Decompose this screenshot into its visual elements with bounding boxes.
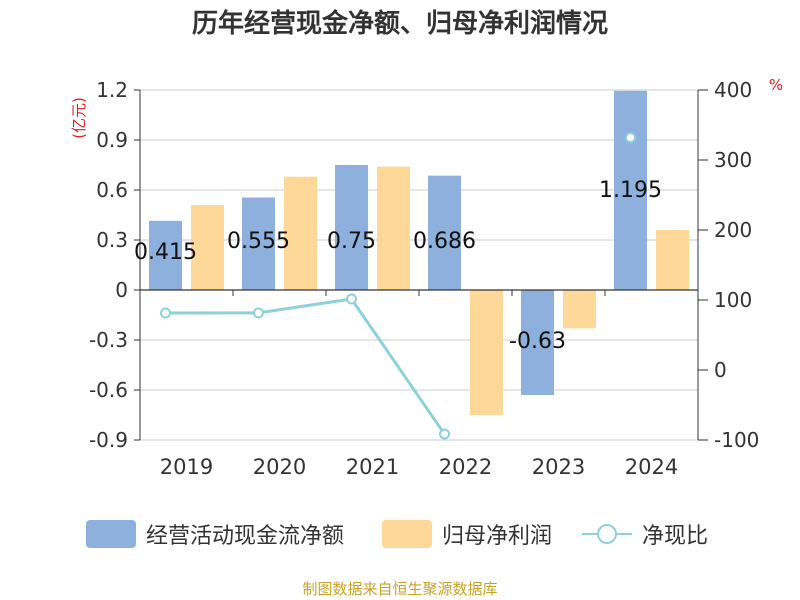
left-axis-tick-label: 0.6 [96, 178, 128, 202]
x-axis-label-2019: 2019 [160, 455, 213, 479]
legend-label-ratio: 净现比 [642, 524, 708, 549]
data-labels: 0.415 0.555 0.75 0.686 -0.63 1.195 [134, 178, 662, 354]
bar-netprofit-2020 [284, 176, 317, 290]
bar-netprofit-2019 [191, 205, 224, 290]
bar-cashflow-2020 [242, 197, 275, 290]
legend-swatch-cashflow [86, 520, 136, 548]
x-axis-label-2020: 2020 [253, 455, 306, 479]
x-axis-label-2024: 2024 [625, 455, 678, 479]
data-label-cashflow-2020: 0.555 [227, 229, 290, 254]
right-axis-unit: % [769, 76, 783, 94]
data-label-cashflow-2023: -0.63 [509, 329, 566, 354]
left-axis-tick-label: 0 [115, 278, 128, 302]
ratio-line-segment [165, 297, 446, 435]
axes: 1.2 0.9 0.6 0.3 0 -0.3 -0.6 -0.9 400 300 200 100 0 -1… [89, 78, 759, 479]
bar-cashflow-2021 [335, 165, 368, 290]
ratio-point [253, 307, 264, 319]
bar-cashflow-2022 [428, 175, 461, 290]
bar-cashflow-2024 [614, 90, 647, 290]
left-axis-tick-label: -0.3 [89, 328, 128, 352]
data-label-cashflow-2021: 0.75 [327, 229, 376, 254]
right-axis-tick-label: 400 [714, 78, 752, 102]
x-axis-label-2022: 2022 [439, 455, 492, 479]
left-axis-tick-label: 0.3 [96, 228, 128, 252]
data-label-cashflow-2022: 0.686 [413, 229, 476, 254]
ratio-point [439, 428, 450, 440]
right-axis-tick-label: 100 [714, 288, 752, 312]
data-label-cashflow-2019: 0.415 [134, 240, 197, 265]
left-axis-tick-label: -0.6 [89, 378, 128, 402]
chart-title: 历年经营现金净额、归母净利润情况 [192, 8, 608, 39]
data-label-cashflow-2024: 1.195 [599, 178, 662, 203]
ratio-point [625, 132, 636, 144]
left-axis-unit: (亿元) [70, 97, 88, 139]
bar-netprofit-2022 [470, 290, 503, 415]
legend-swatch-netprofit [382, 520, 432, 548]
legend-label-netprofit: 归母净利润 [442, 524, 552, 549]
left-axis-tick-label: 0.9 [96, 128, 128, 152]
bar-cashflow-2019 [149, 220, 182, 290]
bar-netprofit-2023 [563, 290, 596, 329]
bar-cashflow-2023 [521, 290, 554, 395]
left-axis-tick-label: 1.2 [96, 78, 128, 102]
ratio-point [346, 293, 357, 305]
x-axis-label-2023: 2023 [532, 455, 585, 479]
legend-label-cashflow: 经营活动现金流净额 [146, 524, 344, 549]
legend-marker-ratio [597, 524, 617, 544]
ratio-line [160, 132, 636, 440]
right-axis-tick-label: 0 [714, 358, 727, 382]
bar-netprofit-2021 [377, 166, 410, 290]
right-axis-tick-label: -100 [714, 428, 759, 452]
legend: 经营活动现金流净额 归母净利润 净现比 [86, 520, 708, 549]
data-source: 制图数据来自恒生聚源数据库 [302, 580, 497, 598]
x-axis-label-2021: 2021 [346, 455, 399, 479]
ratio-point [160, 307, 171, 319]
bars [149, 90, 689, 415]
right-axis-tick-label: 300 [714, 148, 752, 172]
bar-netprofit-2024 [656, 230, 689, 290]
left-axis-tick-label: -0.9 [89, 428, 128, 452]
right-axis-tick-label: 200 [714, 218, 752, 242]
